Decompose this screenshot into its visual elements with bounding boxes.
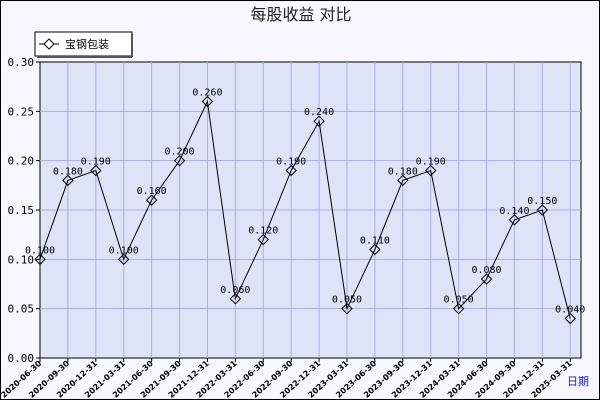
data-point bbox=[536, 204, 549, 216]
data-point bbox=[173, 154, 186, 167]
data-point bbox=[145, 194, 158, 206]
data-label: 0.190 bbox=[416, 157, 446, 168]
data-label: 0.190 bbox=[81, 157, 111, 168]
data-label: 0.080 bbox=[471, 265, 501, 276]
data-point bbox=[34, 253, 46, 266]
data-point bbox=[285, 164, 297, 177]
data-point bbox=[424, 164, 437, 177]
y-tick-label: 0.20 bbox=[8, 155, 35, 168]
data-label: 0.150 bbox=[527, 196, 557, 207]
data-label: 0.190 bbox=[276, 157, 306, 168]
y-tick-label: 0.05 bbox=[8, 303, 35, 316]
legend-entry: 宝钢包装 bbox=[65, 37, 109, 51]
data-label: 0.050 bbox=[444, 295, 474, 306]
x-axis-ticks: 2020-06-302020-09-302020-12-312021-03-31… bbox=[1, 358, 574, 399]
data-point bbox=[452, 302, 465, 315]
data-label: 0.060 bbox=[220, 285, 250, 296]
data-point bbox=[201, 95, 214, 108]
data-label: 0.240 bbox=[304, 107, 334, 118]
data-label: 0.180 bbox=[388, 166, 418, 177]
data-label: 0.100 bbox=[25, 245, 55, 256]
chart-title: 每股收益 对比 bbox=[250, 5, 351, 24]
legend-diamond-icon bbox=[43, 38, 55, 50]
data-point bbox=[508, 214, 521, 226]
data-point bbox=[313, 115, 325, 127]
y-tick-label: 0.25 bbox=[8, 105, 35, 118]
y-tick-label: 0.30 bbox=[8, 56, 35, 69]
data-label: 0.140 bbox=[499, 206, 529, 217]
data-label: 0.110 bbox=[360, 235, 390, 246]
grid-lines bbox=[40, 62, 581, 358]
data-label: 0.260 bbox=[192, 87, 222, 98]
data-point bbox=[118, 253, 130, 266]
data-label: 0.180 bbox=[53, 166, 83, 177]
data-label: 0.200 bbox=[164, 147, 194, 158]
data-label: 0.100 bbox=[109, 245, 139, 256]
data-point bbox=[397, 174, 409, 187]
data-labels: 0.1000.1800.1900.1000.1600.2000.2600.060… bbox=[25, 87, 585, 315]
legend: 宝钢包装 bbox=[34, 31, 133, 58]
data-point bbox=[341, 302, 353, 315]
data-point bbox=[229, 293, 242, 305]
data-label: 0.160 bbox=[137, 186, 167, 197]
data-label: 0.040 bbox=[555, 305, 585, 316]
data-label: 0.120 bbox=[248, 226, 278, 237]
y-tick-label: 0.15 bbox=[8, 204, 35, 217]
y-axis-ticks: 0.00 0.05 0.10 0.15 0.20 0.25 0.30 bbox=[8, 56, 40, 365]
data-point bbox=[62, 174, 74, 187]
data-point bbox=[369, 243, 381, 256]
data-point bbox=[480, 273, 493, 285]
y-tick-label: 0.00 bbox=[8, 352, 35, 365]
data-label: 0.050 bbox=[332, 295, 362, 306]
y-tick-label: 0.10 bbox=[8, 253, 35, 266]
x-axis-label: 日期 bbox=[567, 375, 589, 388]
data-point bbox=[564, 312, 576, 325]
data-points bbox=[34, 95, 576, 325]
data-point bbox=[90, 164, 102, 177]
series-line bbox=[39, 99, 571, 319]
data-point bbox=[257, 233, 269, 246]
